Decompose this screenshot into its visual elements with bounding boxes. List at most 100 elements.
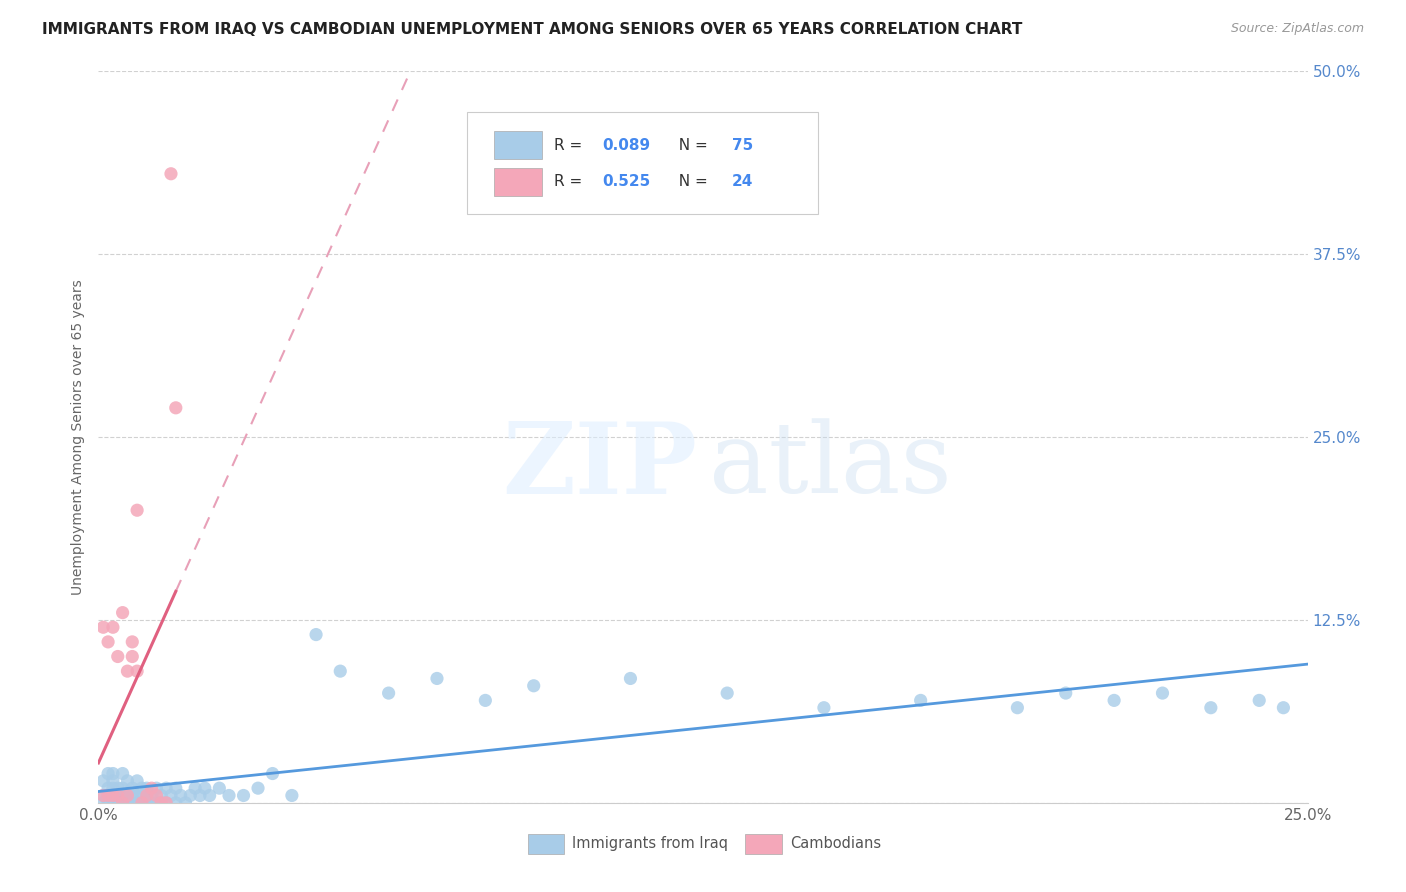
Point — [111, 796, 134, 810]
Point — [117, 664, 139, 678]
Point — [121, 781, 143, 796]
Text: 0.525: 0.525 — [603, 174, 651, 189]
Point — [619, 672, 641, 686]
Point — [1249, 693, 1271, 707]
Point — [329, 664, 352, 678]
Point — [1102, 693, 1125, 707]
Point — [155, 781, 177, 796]
Point — [165, 401, 187, 415]
Point — [117, 789, 139, 803]
Point — [101, 789, 124, 803]
Point — [121, 649, 143, 664]
Point — [145, 781, 167, 796]
Point — [97, 766, 120, 780]
Point — [121, 789, 143, 803]
Point — [91, 789, 114, 803]
Point — [127, 664, 149, 678]
Point — [97, 789, 120, 803]
Point — [111, 796, 134, 810]
Point — [107, 649, 129, 664]
Point — [101, 796, 124, 810]
Text: Immigrants from Iraq: Immigrants from Iraq — [572, 837, 728, 851]
Point — [218, 789, 240, 803]
Point — [135, 781, 157, 796]
Text: 24: 24 — [733, 174, 754, 189]
Point — [101, 773, 124, 788]
Point — [169, 789, 191, 803]
Point — [174, 796, 197, 810]
Point — [117, 773, 139, 788]
Point — [910, 693, 932, 707]
Point — [131, 789, 153, 803]
Point — [1272, 700, 1295, 714]
Text: atlas: atlas — [709, 418, 952, 514]
Point — [127, 789, 149, 803]
Point — [145, 789, 167, 803]
Point — [91, 773, 114, 788]
Text: R =: R = — [554, 174, 588, 189]
Point — [131, 781, 153, 796]
Point — [165, 796, 187, 810]
Text: N =: N = — [669, 137, 713, 153]
Bar — [527, 833, 564, 854]
Point — [121, 796, 143, 810]
Point — [135, 796, 157, 810]
Point — [91, 789, 114, 803]
Point — [1152, 686, 1174, 700]
Point — [111, 766, 134, 780]
Text: 75: 75 — [733, 137, 754, 153]
Point — [107, 781, 129, 796]
Text: Cambodians: Cambodians — [790, 837, 882, 851]
Y-axis label: Unemployment Among Seniors over 65 years: Unemployment Among Seniors over 65 years — [72, 279, 86, 595]
Text: 0.089: 0.089 — [603, 137, 651, 153]
Point — [160, 789, 183, 803]
Point — [101, 766, 124, 780]
Point — [127, 503, 149, 517]
Point — [91, 796, 114, 810]
Point — [155, 796, 177, 810]
Point — [281, 789, 304, 803]
Point — [117, 789, 139, 803]
Point — [160, 167, 183, 181]
Point — [150, 789, 173, 803]
Point — [97, 796, 120, 810]
Bar — [745, 833, 782, 854]
Point — [474, 693, 496, 707]
Point — [127, 773, 149, 788]
FancyBboxPatch shape — [467, 112, 818, 214]
Point — [127, 796, 149, 810]
Point — [377, 686, 399, 700]
Point — [523, 679, 546, 693]
Point — [179, 789, 201, 803]
Point — [135, 789, 157, 803]
Point — [1054, 686, 1077, 700]
Point — [150, 796, 173, 810]
Point — [107, 789, 129, 803]
Point — [107, 789, 129, 803]
Point — [188, 789, 211, 803]
Point — [111, 606, 134, 620]
Point — [716, 686, 738, 700]
Text: Source: ZipAtlas.com: Source: ZipAtlas.com — [1230, 22, 1364, 36]
Text: ZIP: ZIP — [502, 417, 697, 515]
Bar — [494, 168, 543, 195]
Bar — [494, 131, 543, 159]
Point — [97, 635, 120, 649]
Point — [208, 781, 231, 796]
Point — [150, 796, 173, 810]
Text: N =: N = — [669, 174, 713, 189]
Point — [247, 781, 270, 796]
Point — [131, 796, 153, 810]
Point — [194, 781, 217, 796]
Point — [262, 766, 284, 780]
Point — [141, 781, 163, 796]
Point — [131, 796, 153, 810]
Point — [117, 796, 139, 810]
Point — [141, 789, 163, 803]
Point — [111, 789, 134, 803]
Point — [198, 789, 221, 803]
Point — [101, 781, 124, 796]
Point — [107, 796, 129, 810]
Point — [141, 796, 163, 810]
Point — [145, 796, 167, 810]
